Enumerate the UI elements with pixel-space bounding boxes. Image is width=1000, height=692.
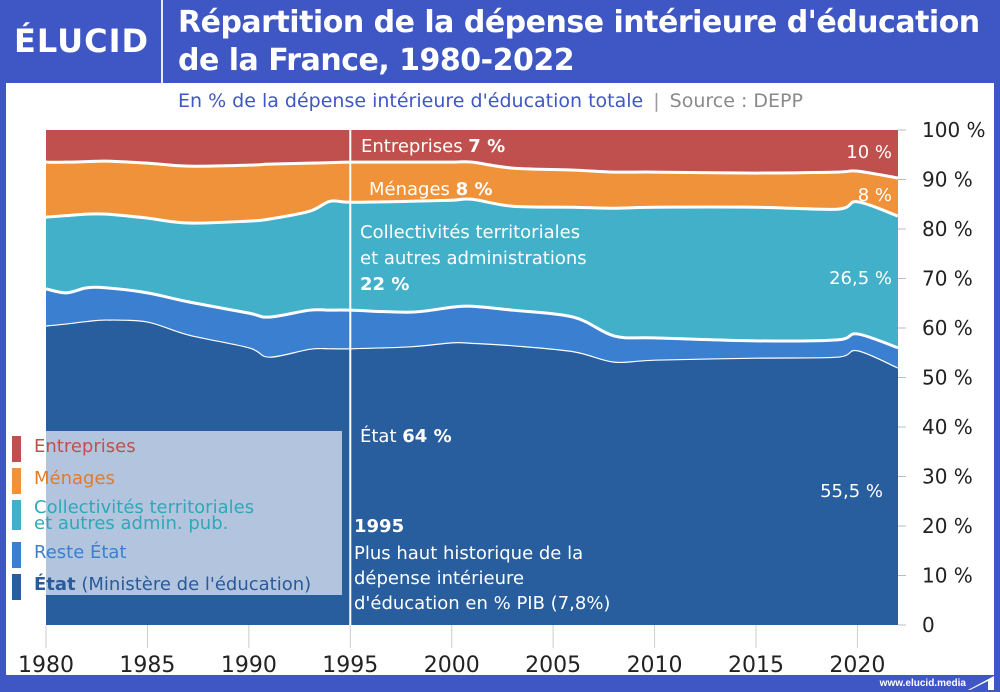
legend: Entreprises Ménages Collectivités territ…	[12, 436, 311, 606]
y-tick-label: 20 %	[922, 514, 973, 538]
legend-label-etat: État (Ministère de l'éducation)	[34, 574, 312, 595]
legend-swatch-reste-etat	[12, 542, 21, 568]
chart-title-line2: de la France, 1980-2022	[178, 43, 575, 78]
x-axis: 1980 1985 1990 1995 2000 2005 2010 2015 2020	[18, 625, 885, 678]
boundary-reste-etat-top	[45, 285, 899, 350]
legend-swatch-menages	[12, 468, 21, 494]
y-tick-label: 80 %	[922, 217, 973, 241]
x-tick-label: 2010	[627, 653, 683, 678]
legend-item-reste-etat: Reste État	[12, 542, 311, 568]
y-tick-label: 0	[922, 613, 935, 637]
y-tick-label: 30 %	[922, 465, 973, 489]
highlight-1995-line3: d'éducation en % PIB (7,8%)	[354, 593, 610, 614]
boundary-lines	[45, 159, 899, 369]
elucid-mark-icon	[968, 676, 994, 690]
chart-title-line1: Répartition de la dépense intérieure d'é…	[178, 5, 980, 40]
annotation-entreprises-2022: 10 %	[846, 142, 892, 163]
y-tick-label: 10 %	[922, 564, 973, 588]
x-tick-label: 1995	[322, 653, 378, 678]
boundary-menages-top	[45, 159, 899, 180]
chart-title: Répartition de la dépense intérieure d'é…	[178, 4, 980, 80]
annotation-collectivites-1995-line1: Collectivités territoriales	[360, 222, 580, 243]
annotation-collectivites-2022: 26,5 %	[829, 268, 892, 289]
area-collectivites	[46, 198, 898, 348]
y-tick-label: 70 %	[922, 267, 973, 291]
legend-item-menages: Ménages	[12, 468, 311, 494]
x-tick-label: 2000	[424, 653, 480, 678]
y-tick-label: 60 %	[922, 316, 973, 340]
area-menages	[46, 161, 898, 224]
annotation-etat-1995: État 64 %	[360, 425, 452, 447]
annotation-collectivites-1995-line2: et autres administrations	[360, 248, 587, 269]
boundary-etat-top	[45, 319, 899, 369]
legend-label-entreprises: Entreprises	[34, 436, 136, 457]
x-tick-label: 1980	[18, 653, 74, 678]
legend-label-collectivites-line2: et autres admin. pub.	[34, 513, 229, 534]
area-entreprises	[46, 130, 898, 179]
x-tick-label: 2015	[728, 653, 784, 678]
x-tick-label: 1985	[119, 653, 175, 678]
legend-item-etat: État (Ministère de l'éducation)	[12, 574, 312, 600]
annotation-etat-2022: 55,5 %	[820, 481, 883, 502]
x-tick-label: 1990	[221, 653, 277, 678]
y-tick-label: 40 %	[922, 415, 973, 439]
highlight-1995-year: 1995	[354, 516, 404, 537]
legend-swatch-collectivites	[12, 500, 21, 530]
annotation-menages-2022: 8 %	[858, 185, 892, 206]
legend-background	[46, 431, 342, 595]
legend-label-reste-etat: Reste État	[34, 542, 127, 563]
legend-item-entreprises: Entreprises	[12, 436, 311, 462]
source-text: Source : DEPP	[669, 90, 803, 112]
y-axis: 0 10 % 20 % 30 % 40 % 50 % 60 % 70 % 80 % 90 % 100…	[898, 118, 986, 637]
legend-swatch-entreprises	[12, 436, 21, 462]
highlight-1995-line2: dépense intérieure	[354, 568, 524, 589]
subtitle-separator: |	[653, 90, 660, 112]
legend-label-collectivites-line1: Collectivités territoriales	[34, 497, 255, 518]
boundary-collectivites-top	[45, 197, 899, 225]
area-reste-etat	[46, 287, 898, 369]
y-tick-label: 90 %	[922, 168, 973, 192]
elucid-logo: ÉLUCID	[14, 22, 150, 60]
highlight-1995-line1: Plus haut historique de la	[354, 543, 583, 564]
annotation-entreprises-1995: Entreprises 7 %	[361, 136, 505, 157]
x-tick-label: 2020	[829, 653, 885, 678]
header-bar: ÉLUCID Répartition de la dépense intérie…	[0, 0, 1000, 83]
legend-label-menages: Ménages	[34, 468, 115, 489]
x-tick-label: 2005	[525, 653, 581, 678]
logo-divider	[161, 0, 163, 83]
chart-subtitle: En % de la dépense intérieure d'éducatio…	[178, 90, 803, 112]
legend-item-collectivites: Collectivités territoriales et autres ad…	[12, 497, 311, 534]
annotation-collectivites-1995-value: 22 %	[360, 274, 409, 295]
footer-url: www.elucid.media	[879, 678, 966, 689]
subtitle-text: En % de la dépense intérieure d'éducatio…	[178, 90, 644, 112]
legend-swatch-etat	[12, 574, 21, 600]
annotation-menages-1995: Ménages 8 %	[369, 179, 492, 200]
y-tick-label: 50 %	[922, 366, 973, 390]
y-tick-label: 100 %	[922, 118, 986, 142]
